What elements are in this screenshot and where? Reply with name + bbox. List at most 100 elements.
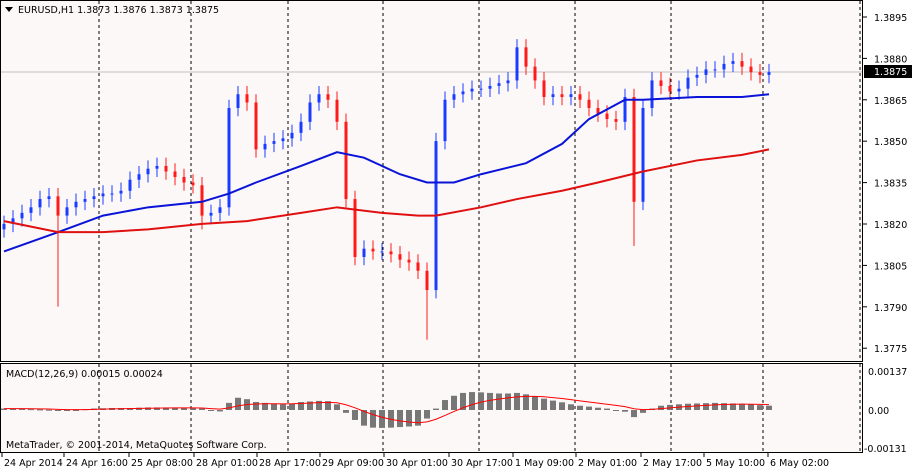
- bear-candle: [749, 66, 753, 73]
- bear-candle: [254, 102, 258, 150]
- macd-bar: [19, 408, 25, 410]
- dropdown-triangle-icon[interactable]: [5, 7, 13, 12]
- bull-candle: [11, 218, 15, 224]
- macd-bar: [154, 407, 160, 410]
- bull-candle: [470, 88, 474, 92]
- bear-candle: [191, 182, 195, 186]
- bear-candle: [596, 108, 600, 114]
- time-tick-label: 25 Apr 08:00: [131, 458, 193, 469]
- bull-candle: [317, 94, 321, 103]
- time-tick-label: 30 Apr 01:00: [386, 458, 448, 469]
- macd-bar: [721, 403, 727, 410]
- bull-candle: [92, 196, 96, 200]
- macd-bar: [262, 402, 268, 410]
- bull-candle: [308, 102, 312, 122]
- symbol-header: EURUSD,H1 1.3873 1.3876 1.3873 1.3875: [18, 5, 219, 16]
- bull-candle: [488, 85, 492, 89]
- time-tick-label: 1 May 09:00: [515, 458, 574, 469]
- macd-bar: [586, 406, 592, 410]
- bear-candle: [524, 47, 528, 67]
- price-tick-label: 1.3790: [874, 303, 907, 314]
- bear-candle: [533, 66, 537, 81]
- macd-tick-label: 0.00: [868, 406, 889, 417]
- macd-bar: [298, 402, 304, 410]
- macd-bar: [631, 410, 637, 418]
- macd-label: MACD(12,26,9) 0.00015 0.00024: [6, 369, 163, 380]
- bear-candle: [560, 94, 564, 97]
- price-tick-label: 1.3895: [874, 13, 907, 24]
- bear-candle: [659, 80, 663, 86]
- macd-bar: [64, 410, 70, 411]
- bull-candle: [695, 74, 699, 78]
- macd-bar: [550, 400, 556, 410]
- macd-bar: [460, 392, 466, 410]
- bear-candle: [605, 113, 609, 120]
- macd-bar: [640, 410, 646, 413]
- price-tick-label: 1.3835: [874, 179, 907, 190]
- macd-bar: [55, 410, 61, 411]
- bear-candle: [335, 99, 339, 122]
- bull-candle: [101, 193, 105, 197]
- bull-candle: [290, 132, 294, 139]
- bear-candle: [416, 262, 420, 271]
- macd-bar: [433, 408, 439, 410]
- macd-bar: [739, 403, 745, 410]
- macd-bar: [316, 400, 322, 410]
- bear-candle: [758, 72, 762, 75]
- bull-candle: [83, 199, 87, 202]
- bull-candle: [65, 207, 69, 216]
- macd-bar: [73, 410, 79, 411]
- macd-bar: [361, 410, 367, 426]
- bear-candle: [56, 196, 60, 216]
- bull-candle: [515, 47, 519, 81]
- macd-bar: [496, 393, 502, 410]
- bull-candle: [677, 88, 681, 92]
- bull-candle: [236, 94, 240, 109]
- bull-candle: [722, 63, 726, 70]
- macd-bar: [613, 410, 619, 411]
- time-tick-label: 28 Apr 17:00: [259, 458, 321, 469]
- current-price-label: 1.3875: [874, 67, 907, 78]
- macd-tick-label: -0.00131: [864, 444, 907, 455]
- time-tick-label: 29 Apr 09:00: [322, 458, 384, 469]
- bull-candle: [29, 207, 33, 213]
- price-tick-label: 1.3805: [874, 261, 907, 272]
- macd-bar: [388, 410, 394, 428]
- bear-candle: [182, 176, 186, 183]
- macd-bar: [658, 405, 664, 410]
- bull-candle: [380, 251, 384, 253]
- price-tick-label: 1.3880: [874, 54, 907, 65]
- time-tick-label: 2 May 17:00: [643, 458, 702, 469]
- price-tick-label: 1.3775: [874, 344, 907, 355]
- macd-bar: [541, 398, 547, 410]
- macd-bar: [46, 409, 52, 411]
- bear-candle: [371, 248, 375, 252]
- macd-bar: [478, 392, 484, 410]
- bear-candle: [326, 94, 330, 100]
- bull-candle: [767, 72, 771, 75]
- macd-bar: [595, 407, 601, 410]
- bull-candle: [227, 108, 231, 208]
- time-tick-label: 5 May 10:00: [706, 458, 765, 469]
- fast-ma-line: [3, 93, 770, 253]
- macd-bar: [28, 409, 34, 411]
- bear-candle: [425, 270, 429, 291]
- macd-bar: [406, 410, 412, 427]
- bull-candle: [209, 212, 213, 216]
- price-tick-label: 1.3820: [874, 220, 907, 231]
- bull-candle: [155, 165, 159, 169]
- macd-bar: [532, 396, 538, 410]
- macd-bar: [757, 405, 763, 410]
- bull-candle: [218, 207, 222, 213]
- bull-candle: [731, 61, 735, 64]
- macd-bar: [10, 408, 16, 410]
- bull-candle: [506, 80, 510, 84]
- macd-bar: [334, 404, 340, 410]
- bear-candle: [389, 251, 393, 255]
- macd-bar: [343, 410, 349, 413]
- bull-candle: [146, 168, 150, 175]
- main-pane[interactable]: [0, 0, 863, 362]
- bull-candle: [362, 248, 366, 257]
